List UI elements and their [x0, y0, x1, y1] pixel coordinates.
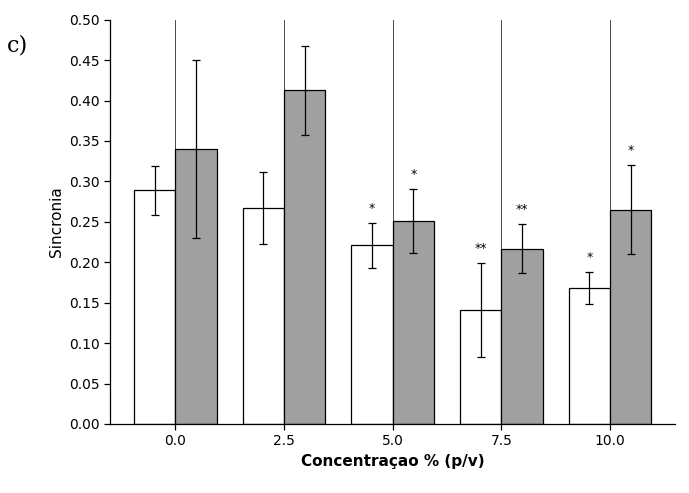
Bar [502, 248, 543, 424]
X-axis label: Concentraçao % (p/v): Concentraçao % (p/v) [301, 454, 484, 469]
Y-axis label: Sincronia: Sincronia [48, 186, 63, 257]
Text: *: * [369, 202, 376, 214]
Bar [460, 310, 502, 424]
Text: c): c) [7, 35, 28, 57]
Bar [176, 149, 217, 424]
Text: **: ** [516, 203, 528, 216]
Bar [393, 221, 434, 424]
Bar [568, 288, 610, 424]
Text: *: * [628, 144, 634, 157]
Bar [134, 190, 176, 424]
Text: **: ** [475, 242, 487, 255]
Bar [243, 208, 284, 424]
Text: *: * [586, 251, 593, 264]
Bar [351, 246, 393, 424]
Text: *: * [410, 168, 416, 180]
Bar [284, 90, 325, 424]
Bar [610, 210, 651, 424]
